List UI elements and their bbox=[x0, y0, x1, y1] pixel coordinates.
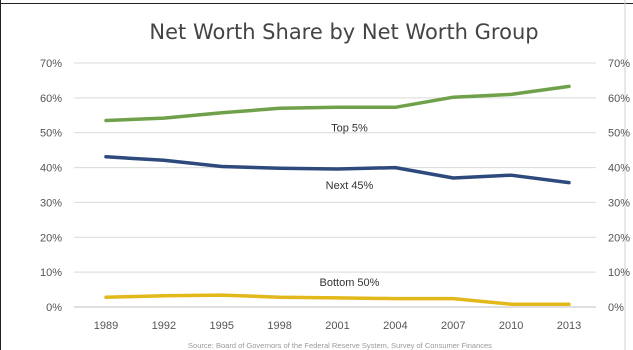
x-tick-label: 1998 bbox=[267, 320, 291, 332]
x-tick-label: 2004 bbox=[383, 320, 407, 332]
y-tick-label-right: 50% bbox=[608, 128, 630, 140]
series-line-next-45 bbox=[104, 155, 571, 185]
y-tick-label-left: 60% bbox=[40, 93, 62, 105]
x-tick-label: 1995 bbox=[210, 320, 234, 332]
x-tick-label: 2007 bbox=[441, 320, 465, 332]
chart-title: Net Worth Share by Net Worth Group bbox=[149, 20, 538, 44]
y-tick-label-right: 30% bbox=[608, 197, 630, 209]
y-axis-right: 0% 10% 20% 30% 40% 50% 60% 70% bbox=[608, 58, 630, 314]
series-lines bbox=[104, 84, 571, 306]
x-tick-label: 2013 bbox=[557, 320, 581, 332]
series-labels: Top 5% Next 45% Bottom 50% bbox=[320, 122, 380, 289]
y-tick-label-left: 70% bbox=[40, 58, 62, 70]
y-tick-label-left: 40% bbox=[40, 163, 62, 175]
y-tick-label-right: 20% bbox=[608, 232, 630, 244]
x-tick-label: 2001 bbox=[325, 320, 349, 332]
x-tick-label: 1989 bbox=[94, 320, 118, 332]
gridlines bbox=[74, 62, 596, 273]
x-axis: 1989 1992 1995 1998 2001 2004 2007 2010 2013 bbox=[74, 306, 596, 332]
y-tick-label-left: 30% bbox=[40, 197, 62, 209]
y-tick-label-right: 0% bbox=[608, 302, 624, 314]
series-line-bottom-50 bbox=[104, 293, 571, 306]
y-tick-label-left: 50% bbox=[40, 128, 62, 140]
y-tick-label-right: 10% bbox=[608, 267, 630, 279]
y-tick-label-left: 20% bbox=[40, 232, 62, 244]
y-tick-label-right: 70% bbox=[608, 58, 630, 70]
y-tick-label-right: 60% bbox=[608, 93, 630, 105]
x-tick-label: 1992 bbox=[152, 320, 176, 332]
series-label: Top 5% bbox=[331, 122, 368, 134]
x-tick-label: 2010 bbox=[499, 320, 523, 332]
series-label: Bottom 50% bbox=[320, 277, 380, 289]
y-tick-label-right: 40% bbox=[608, 163, 630, 175]
y-tick-label-left: 0% bbox=[46, 302, 62, 314]
source-note: Source: Board of Governors of the Federa… bbox=[188, 341, 492, 350]
series-line-top-5 bbox=[104, 84, 571, 123]
y-tick-label-left: 10% bbox=[40, 267, 62, 279]
y-axis-left: 0% 10% 20% 30% 40% 50% 60% 70% bbox=[40, 58, 62, 314]
series-label: Next 45% bbox=[326, 180, 374, 192]
